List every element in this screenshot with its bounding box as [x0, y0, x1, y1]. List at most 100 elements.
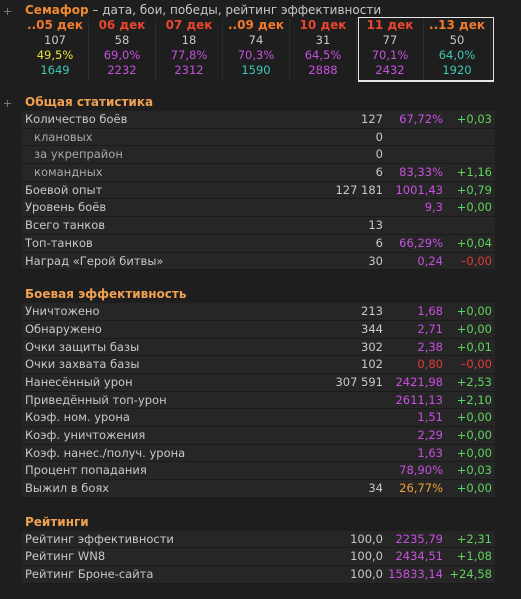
day-winrate: 49,5%	[36, 48, 74, 62]
section-title: Боевая эффективность	[25, 287, 187, 302]
stat-value: 2611,13	[395, 392, 443, 407]
stat-row: Коэф. нанес./получ. урона 1,63 +0,00	[22, 444, 495, 463]
stat-label: Наград «Герой битвы»	[25, 253, 164, 268]
day-battles: 31	[315, 33, 331, 47]
section-title: Рейтинги	[25, 514, 89, 529]
day-date: 10 дек	[299, 18, 347, 32]
section-title: Общая статистика	[25, 95, 154, 109]
stat-delta: +0,00	[456, 481, 492, 496]
stat-row: Нанесённый урон 307 591 2421,98 +2,53	[22, 373, 495, 392]
stat-row: Процент попадания 78,90% +0,03	[22, 462, 495, 481]
stat-delta: +0,00	[456, 445, 492, 460]
stat-label: Обнаружено	[25, 321, 102, 336]
stat-value: 2,71	[417, 321, 443, 336]
stat-count: 100,0	[350, 531, 383, 546]
day-winrate: 70,3%	[237, 48, 275, 62]
day-winrate: 64,5%	[304, 48, 342, 62]
stat-value: 1,63	[417, 445, 443, 460]
day-date: ..05 дек	[27, 18, 83, 32]
stat-label: Коэф. ном. урона	[25, 410, 130, 425]
day-date: 07 дек	[165, 18, 213, 32]
stat-count: 30	[368, 253, 383, 268]
stat-delta: +0,00	[456, 410, 492, 425]
stat-label: Приведённый топ-урон	[25, 392, 167, 407]
stat-value: 2,38	[417, 339, 443, 354]
day-date: ..13 дек	[429, 18, 485, 32]
day-rating: 2232	[107, 63, 137, 77]
header-title: Семафор	[25, 3, 89, 17]
stat-count: 344	[361, 321, 383, 336]
stat-delta: +2,31	[456, 531, 492, 546]
stat-delta: –0,00	[460, 357, 492, 372]
stat-label: Очки защиты базы	[25, 339, 140, 354]
stat-value: 78,90%	[399, 463, 443, 478]
stat-delta: +24,58	[449, 567, 492, 582]
day-column: 07 дек 18 77,8% 2312	[156, 18, 223, 80]
day-battles: 77	[382, 33, 398, 47]
stat-count: 100,0	[350, 567, 383, 582]
stat-label: Всего танков	[25, 218, 106, 233]
stat-count: 0	[375, 129, 383, 144]
stat-value: 26,77%	[399, 481, 443, 496]
stat-delta: +1,16	[456, 165, 492, 180]
stat-label: Уровень боёв	[25, 200, 107, 215]
day-date: 11 дек	[366, 18, 414, 32]
stat-value: 2434,51	[395, 549, 443, 564]
stat-value: 2235,79	[395, 531, 443, 546]
stat-value: 0,80	[417, 357, 443, 372]
stat-row: за укрепрайон 0	[22, 146, 495, 165]
day-date: ..09 дек	[228, 18, 284, 32]
stat-row: командных 6 83,33% +1,16	[22, 164, 495, 182]
stat-count: 0	[375, 147, 383, 162]
day-winrate: 64,0%	[438, 48, 476, 62]
stat-count: 102	[361, 357, 383, 372]
stat-row: Очки захвата базы 102 0,80 –0,00	[22, 356, 495, 374]
stat-value: 67,72%	[399, 112, 443, 126]
stat-value: 1,51	[417, 410, 443, 425]
stat-value: 66,29%	[399, 235, 443, 250]
stat-label: Процент попадания	[25, 463, 147, 478]
day-battles: 58	[114, 33, 130, 47]
stat-row: Всего танков 13	[22, 217, 495, 235]
stat-row: Уничтожено 213 1,68 +0,00	[22, 303, 495, 321]
stat-value: 15833,14	[388, 567, 443, 582]
stat-delta: +0,79	[456, 182, 492, 197]
stat-row: Очки защиты базы 302 2,38 +0,01	[22, 338, 495, 357]
stat-count: 213	[361, 304, 383, 319]
day-battles: 50	[449, 33, 465, 47]
stat-count: 6	[375, 165, 383, 180]
day-column: 10 дек 31 64,5% 2888	[290, 18, 357, 80]
stat-value: 9,3	[424, 200, 443, 215]
stat-count: 307 591	[335, 374, 383, 389]
stat-value: 2421,98	[395, 374, 443, 389]
day-winrate: 70,1%	[371, 48, 409, 62]
day-rating: 1590	[241, 63, 271, 77]
stat-label: Выжил в боях	[25, 481, 110, 496]
stat-row: Коэф. ном. урона 1,51 +0,00	[22, 409, 495, 427]
page: Семафор – дата, бои, победы, рейтинг эфф…	[4, 3, 495, 584]
stat-row: Выжил в боях 34 26,77% +0,00	[22, 480, 495, 498]
stat-count: 34	[368, 481, 383, 496]
stat-delta: +2,53	[456, 374, 492, 389]
stat-value: 1,68	[417, 304, 443, 319]
stat-count: 6	[375, 235, 383, 250]
stat-count: 127	[361, 112, 383, 126]
stat-label: Рейтинг WN8	[25, 549, 106, 564]
stat-label: Количество боёв	[25, 112, 128, 126]
stat-delta: +0,00	[456, 321, 492, 336]
stat-label: Очки захвата базы	[25, 357, 140, 372]
day-date: 06 дек	[98, 18, 146, 32]
stat-label: Топ-танков	[25, 235, 93, 250]
day-column: ..13 дек 50 64,0% 1920	[424, 18, 491, 80]
stat-row: Боевой опыт 127 181 1001,43 +0,79	[22, 181, 495, 200]
stat-label: Коэф. нанес./получ. урона	[25, 445, 186, 460]
stat-delta: +0,03	[456, 463, 492, 478]
stat-delta: +1,08	[456, 549, 492, 564]
stat-row: Коэф. уничтожения 2,29 +0,00	[22, 427, 495, 445]
stat-label: клановых	[34, 129, 93, 144]
stat-value: 2,29	[417, 428, 443, 442]
stat-count: 302	[361, 339, 383, 354]
stats: Общая статистика Количество боёв 127 67,72%…	[22, 93, 495, 599]
stat-label: Коэф. уничтожения	[25, 428, 146, 442]
day-rating: 1920	[442, 63, 472, 77]
